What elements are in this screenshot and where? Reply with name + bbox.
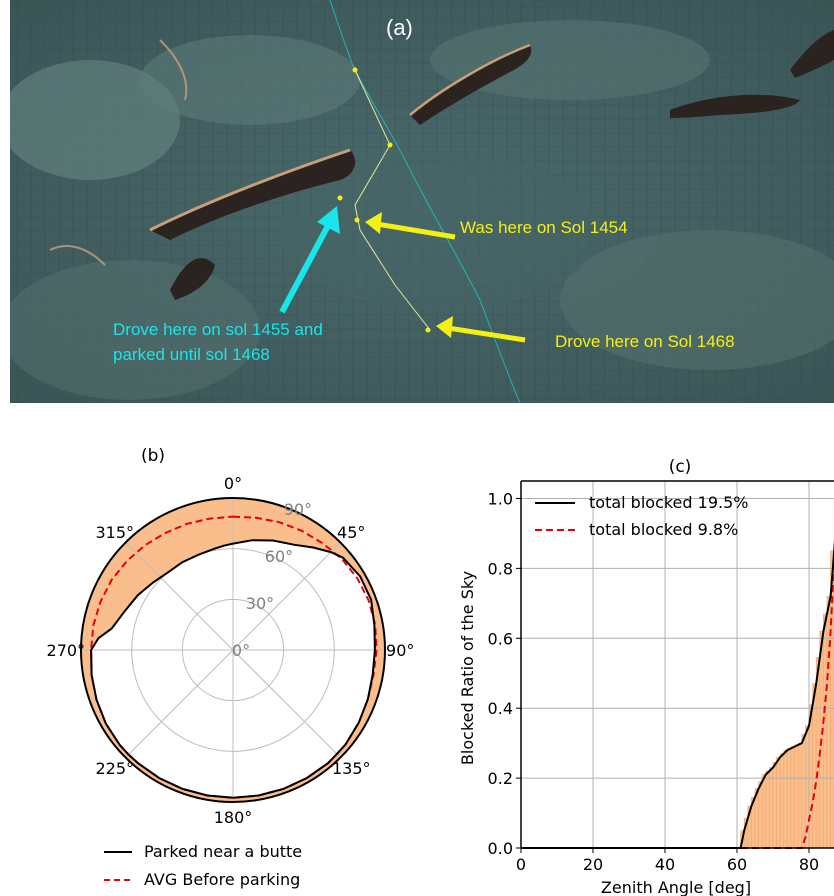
annotation-sol1454: Was here on Sol 1454 [460,218,628,237]
arrow-sol1468 [447,325,526,343]
butte-rim [49,245,106,266]
angular-grid-line [125,542,234,651]
blocked-bar [761,774,767,849]
rover-path [354,69,431,331]
arrow-sol1454 [376,221,456,240]
butte-rim [409,43,531,116]
y-tick-label: 0.6 [488,629,513,648]
butte [170,258,215,300]
angular-tick-label: 135° [332,759,371,778]
waypoint [425,327,431,333]
terrain-patch [10,260,260,400]
y-tick-label: 0.0 [488,839,513,858]
blocked-bar [783,749,788,849]
angular-grid-line [232,649,341,758]
radial-tick-label: 90° [284,500,312,519]
blocked-bar [772,762,777,849]
x-tick-label: 0 [516,855,526,874]
arrow-head [436,316,453,338]
butte-rim [149,148,351,232]
legend-label-19-5: total blocked 19.5% [589,493,748,512]
angular-tick-labels: 0° 45° 90° 135° 180° 225° 270° 315° [47,474,415,827]
blocked-bar [794,744,799,849]
polar-legend: Parked near a butte AVG Before parking [104,842,302,889]
angular-tick-label: 45° [337,523,365,542]
arrow-sol1455 [279,220,333,314]
angular-tick-label: 0° [224,474,242,493]
butte-rim [159,39,188,101]
waypoint [387,142,393,148]
arrow-head [365,212,382,234]
radial-tick-labels: 0° 30° 60° 90° [232,500,312,660]
rover-traverse-map: (a) Was here on Sol 1454 Drove here on S… [10,0,834,403]
polar-chart: (b) 0° 45° 90° 135° 180° 225° 270° 315° 0° 30° 60… [47,446,415,889]
butte [790,30,834,78]
y-tick-label: 0.2 [488,769,513,788]
blocked-bar [776,756,781,849]
map-image: (a) Was here on Sol 1454 Drove here on S… [10,0,834,403]
blocked-bar [779,753,785,849]
legend-label-avg: AVG Before parking [144,870,300,889]
blocked-ratio-chart: (c) 0 20 40 60 80 0.0 0.2 0.4 0.6 0.8 1.0 Zenith A… [458,457,834,896]
angular-grid-line [125,649,234,758]
blocked-bar [823,613,828,849]
angular-tick-label: 315° [95,523,134,542]
angular-tick-label: 270° [47,641,86,660]
x-tick-label: 20 [583,855,603,874]
blocked-bar [758,781,763,849]
y-axis-label: Blocked Ratio of the Sky [458,571,477,765]
arrow-head [317,206,340,234]
x-tick-label: 60 [727,855,747,874]
legend-label-parked: Parked near a butte [144,842,302,861]
angular-tick-label: 180° [214,808,253,827]
line-axes: 0 20 40 60 80 0.0 0.2 0.4 0.6 0.8 1.0 [488,480,834,874]
annotation-sol1455-line1: Drove here on sol 1455 and [113,320,323,339]
y-tick-label: 0.4 [488,699,513,718]
butte [150,150,356,240]
polar-grid [81,498,385,802]
angular-grid-line [232,542,341,651]
angular-tick-label: 225° [95,759,134,778]
blocked-bar [787,748,792,849]
x-tick-label: 40 [655,855,675,874]
waypoint [352,67,358,73]
line-panel-label: (c) [669,457,692,477]
terrain-patch [10,60,180,180]
legend-label-9-8: total blocked 9.8% [589,520,738,539]
blocked-bar [801,734,806,849]
y-tick-label: 1.0 [488,489,513,508]
butte [410,45,532,125]
blocked-bar [797,742,803,849]
blocked-bar [765,770,770,849]
annotation-sol1455-line2: parked until sol 1468 [113,345,270,364]
waypoint [337,195,343,201]
polar-outline [80,497,386,803]
radial-tick-label: 0° [232,641,250,660]
terrain-patch [140,35,360,125]
x-axis-label: Zenith Angle [deg] [601,878,751,896]
blocked-bar [769,767,774,849]
terrain-patch [430,20,710,100]
butte [670,94,800,118]
blocked-fill [740,498,834,849]
terrain-patch [560,230,834,370]
polar-panel-label: (b) [141,446,165,466]
panel-a-label: (a) [386,15,413,40]
terrain-patch [280,150,600,310]
radial-tick-label: 30° [246,594,274,613]
radial-tick-label: 60° [265,547,293,566]
line-legend: total blocked 19.5% total blocked 9.8% [535,493,748,539]
annotation-sol1468: Drove here on Sol 1468 [555,332,735,351]
blocked-bar [790,746,795,849]
series-avg-before-parking [90,515,378,799]
x-tick-label: 80 [799,855,819,874]
angular-tick-label: 90° [386,641,414,660]
series-parked-near-butte [90,539,376,799]
waypoint [354,217,360,223]
y-tick-label: 0.8 [488,559,513,578]
